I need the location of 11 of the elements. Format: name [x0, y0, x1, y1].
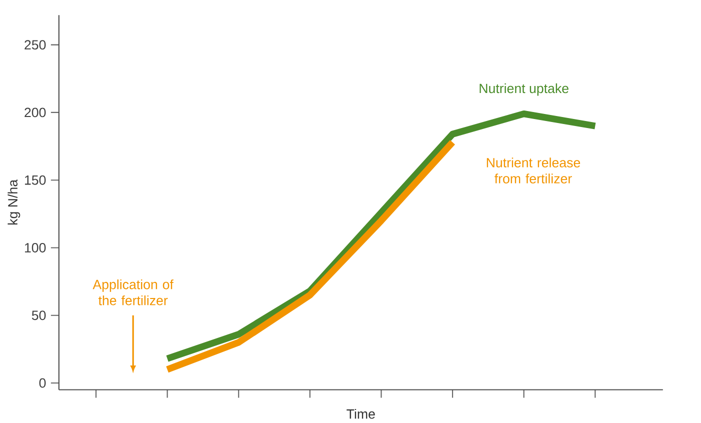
- y-tick-label: 250: [24, 40, 46, 50]
- y-tick-label: 100: [24, 243, 46, 252]
- text: Nutrient release from fertilizer: [486, 158, 580, 184]
- y-axis-title: kg N/ha: [8, 179, 20, 224]
- annotation: Application of the fertilizer: [92, 279, 174, 306]
- y-tick-label: 200: [24, 108, 46, 118]
- y-tick-label: 150: [24, 175, 46, 185]
- y-tick-label: 50: [32, 310, 46, 320]
- series-label: Nutrient uptake: [480, 83, 568, 96]
- x-axis-title: Time: [346, 408, 375, 419]
- y-tick-label: 0: [39, 378, 46, 388]
